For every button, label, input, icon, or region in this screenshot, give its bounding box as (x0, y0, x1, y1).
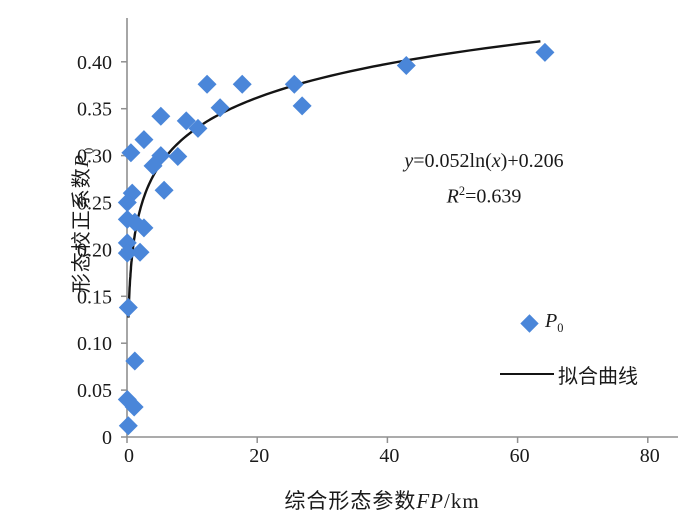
trendline-equation: y=0.052ln(x)+0.206 (334, 146, 634, 176)
x-tick-label: 20 (249, 445, 269, 467)
x-tick-label: 40 (379, 445, 399, 467)
diamond-marker-icon (520, 313, 539, 333)
data-point-diamond (125, 351, 145, 371)
data-point-diamond (118, 416, 138, 436)
y-tick-label: 0.25 (77, 193, 112, 215)
y-tick-label: 0.15 (77, 286, 112, 308)
data-point-diamond (284, 74, 304, 94)
x-axis-title-text: 综合形态参数 (284, 489, 417, 513)
data-point-diamond (130, 242, 150, 262)
y-axis-title: 形态校正系数P0 (65, 105, 96, 335)
x-tick-label: 60 (510, 445, 530, 467)
data-point-diamond (396, 56, 416, 76)
x-ticks: 0 20 40 60 80 (124, 437, 660, 467)
fit-line-icon (500, 373, 554, 375)
y-tick-label: 0.40 (77, 52, 112, 74)
data-point-diamond (535, 42, 555, 62)
data-point-diamond (210, 98, 230, 118)
x-axis-title: 综合形态参数FP/km (232, 485, 532, 515)
equation-mid: =0.052ln( (413, 150, 492, 172)
legend-points-label: P0 (545, 310, 563, 336)
x-axis-title-unit: /km (443, 489, 480, 513)
scatter-points (117, 42, 555, 436)
r-exponent: 2 (458, 184, 466, 198)
data-point-diamond (232, 74, 252, 94)
legend-p-subscript: 0 (557, 321, 564, 335)
data-point-diamond (121, 143, 141, 163)
y-tick-label: 0 (102, 427, 112, 449)
data-point-diamond (292, 96, 312, 116)
y-axis-title-text: 形态校正系数 (71, 167, 93, 294)
data-point-diamond (117, 243, 137, 263)
data-point-diamond (197, 74, 217, 94)
data-point-diamond (124, 397, 144, 417)
legend-p-symbol: P (545, 310, 558, 332)
y-axis-title-subscript: 0 (82, 146, 96, 154)
data-point-diamond (151, 106, 171, 126)
trendline-r-squared: R2=0.639 (334, 176, 634, 212)
data-point-diamond (176, 111, 196, 131)
data-point-diamond (134, 218, 154, 238)
legend-entry-points: P0 (500, 308, 680, 338)
x-tick-label: 80 (640, 445, 660, 467)
legend-curve-label: 拟合曲线 (558, 365, 638, 388)
data-point-diamond (154, 180, 174, 200)
legend-entry-curve: 拟合曲线 (500, 359, 680, 389)
x-axis-title-variable: FP (416, 489, 444, 513)
y-tick-label: 0.30 (77, 146, 112, 168)
y-tick-label: 0.35 (77, 99, 112, 121)
data-point-diamond (134, 130, 154, 150)
r-value: =0.639 (465, 185, 522, 208)
data-point-diamond (143, 156, 163, 176)
fit-curve (127, 40, 541, 318)
r-symbol: R (446, 185, 459, 208)
data-point-diamond (117, 233, 137, 253)
equation-y: y (404, 150, 414, 172)
legend: P0 拟合曲线 (500, 308, 680, 389)
y-axis-title-variable: P (71, 154, 93, 168)
data-point-diamond (168, 147, 188, 167)
y-tick-label: 0.20 (77, 239, 112, 261)
data-point-diamond (118, 298, 138, 318)
equation-x: x (491, 150, 501, 172)
trendline-annotation: y=0.052ln(x)+0.206 R2=0.639 (334, 146, 634, 212)
x-tick-label: 0 (124, 445, 134, 467)
y-tick-label: 0.10 (77, 333, 112, 355)
y-tick-label: 0.05 (77, 380, 112, 402)
data-point-diamond (188, 118, 208, 138)
y-ticks: 0 0.05 0.10 0.15 0.20 0.25 0.30 0.35 0.40 (77, 52, 127, 449)
data-point-diamond (117, 193, 137, 212)
equation-tail: )+0.206 (500, 150, 564, 172)
